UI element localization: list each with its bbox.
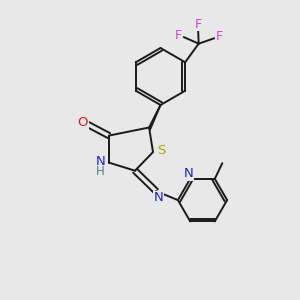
Text: H: H xyxy=(96,165,105,178)
Text: N: N xyxy=(96,154,105,168)
Text: N: N xyxy=(184,167,194,180)
Text: F: F xyxy=(216,30,223,43)
Text: F: F xyxy=(216,30,223,43)
Text: S: S xyxy=(157,144,166,157)
Text: O: O xyxy=(78,116,88,129)
Text: F: F xyxy=(175,29,182,42)
Text: N: N xyxy=(154,191,163,204)
Text: S: S xyxy=(157,144,166,157)
Text: N: N xyxy=(154,191,163,204)
Text: N: N xyxy=(96,154,105,168)
Text: F: F xyxy=(175,29,182,42)
Text: O: O xyxy=(78,116,88,129)
Text: H: H xyxy=(96,165,105,178)
Text: N: N xyxy=(184,167,194,180)
Text: F: F xyxy=(194,18,202,31)
Text: F: F xyxy=(194,18,202,31)
